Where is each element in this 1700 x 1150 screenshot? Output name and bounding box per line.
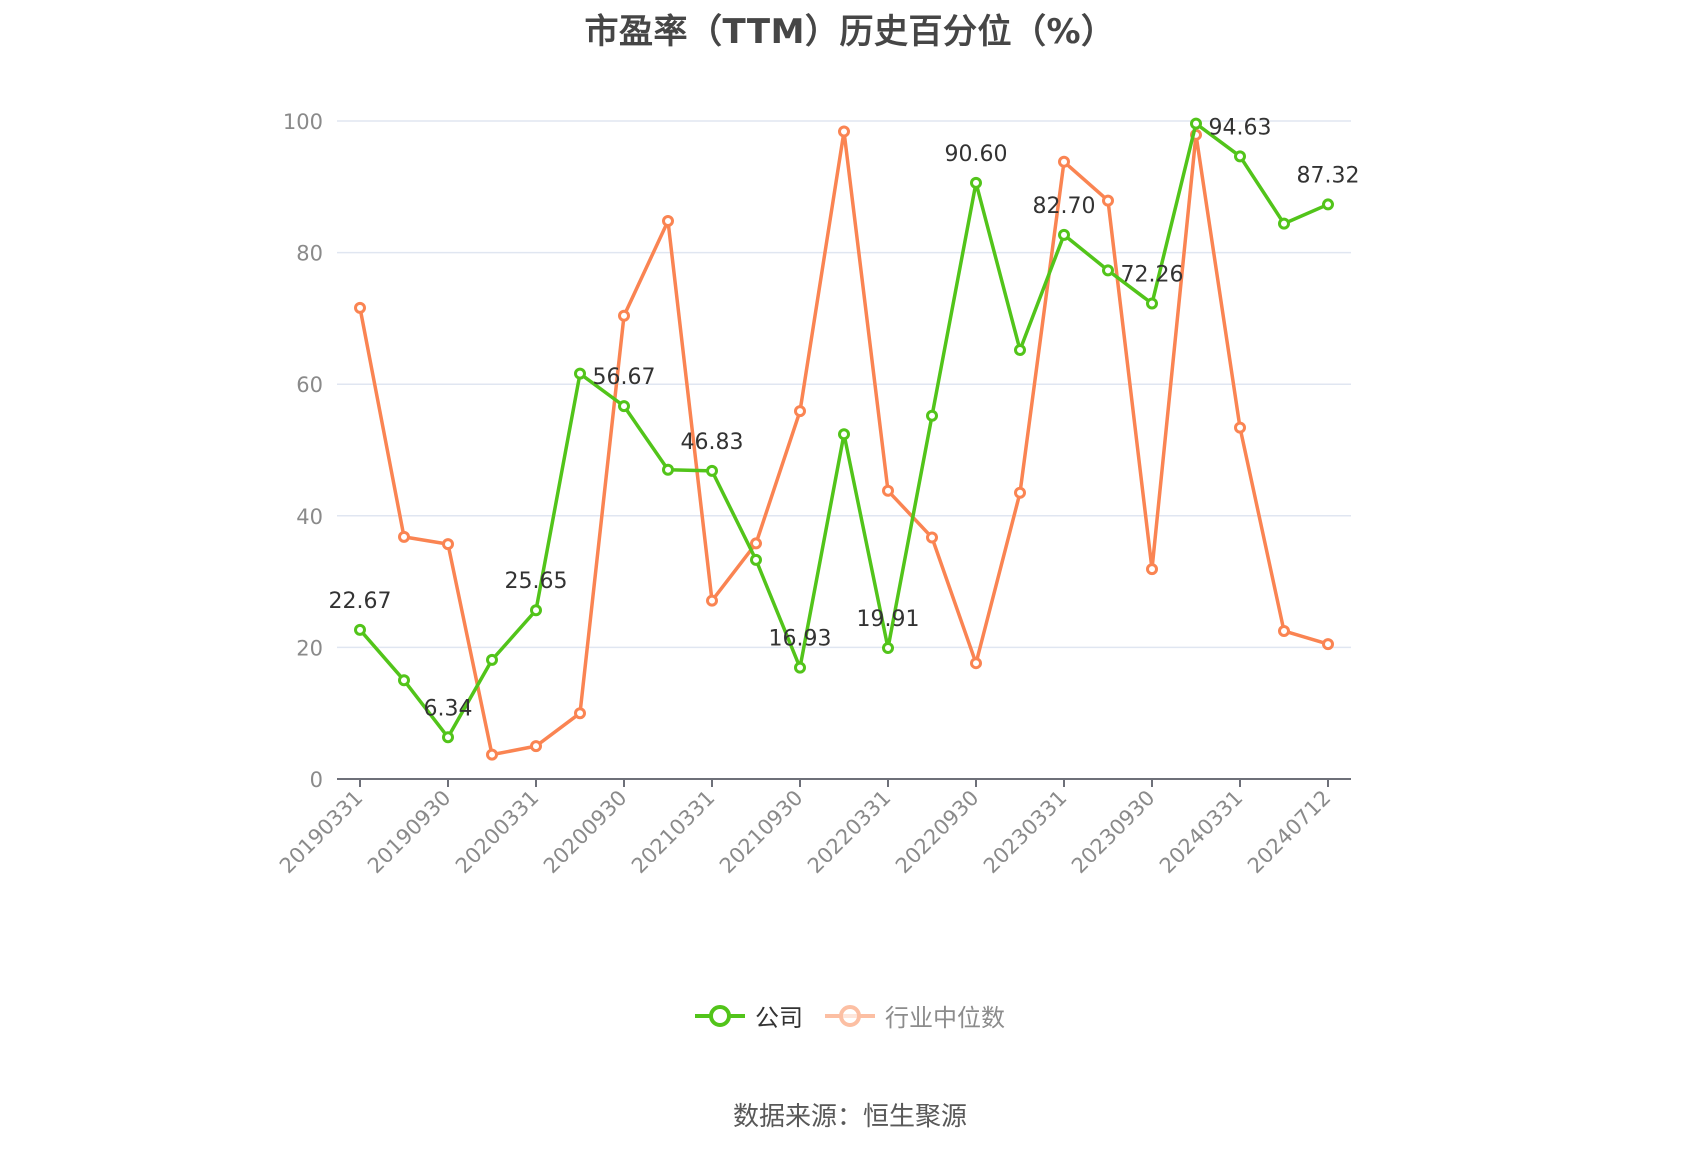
data-point[interactable] xyxy=(398,674,410,687)
data-point[interactable] xyxy=(882,484,894,497)
y-tick-label: 20 xyxy=(296,636,323,660)
x-tick-label: 20220930 xyxy=(891,786,984,879)
data-point[interactable] xyxy=(1102,264,1114,277)
data-label: 94.63 xyxy=(1209,115,1272,140)
data-point[interactable] xyxy=(1102,194,1114,207)
data-source: 数据来源：恒生聚源 xyxy=(732,1102,967,1132)
data-point[interactable] xyxy=(662,215,674,228)
data-point[interactable] xyxy=(970,657,982,670)
legend-item-company[interactable]: 公司 xyxy=(695,998,803,1033)
data-point[interactable] xyxy=(442,538,454,551)
data-point[interactable] xyxy=(1322,638,1334,651)
data-point[interactable] xyxy=(1014,486,1026,499)
data-point[interactable] xyxy=(1234,421,1246,434)
x-tick-label: 20190331 xyxy=(275,786,368,879)
y-tick-label: 80 xyxy=(296,242,323,266)
legend-item-industry[interactable]: 行业中位数 xyxy=(825,998,1005,1033)
data-point[interactable] xyxy=(398,530,410,543)
data-label: 6.34 xyxy=(424,696,473,721)
y-tick-label: 0 xyxy=(310,768,323,792)
data-label: 56.67 xyxy=(593,365,656,390)
data-point[interactable] xyxy=(1322,198,1334,211)
data-point[interactable] xyxy=(970,176,982,189)
data-point[interactable] xyxy=(1278,217,1290,230)
data-point[interactable] xyxy=(750,537,762,550)
data-labels: 22.67 6.34 25.65 56.67 46.83 16.93 19.91 90.60 8… xyxy=(329,115,1360,721)
data-point[interactable] xyxy=(530,604,542,617)
data-point[interactable] xyxy=(1146,297,1158,310)
series-company xyxy=(354,117,1334,744)
data-point[interactable] xyxy=(838,125,850,138)
data-point[interactable] xyxy=(750,553,762,566)
y-tick-label: 100 xyxy=(283,110,323,134)
data-point[interactable] xyxy=(1278,624,1290,637)
x-tick-label: 20210331 xyxy=(627,786,720,879)
y-tick-label: 40 xyxy=(296,505,323,529)
data-point[interactable] xyxy=(354,301,366,314)
x-tick-label: 20240712 xyxy=(1243,786,1336,879)
data-point[interactable] xyxy=(442,731,454,744)
x-tick-label: 20200930 xyxy=(539,786,632,879)
data-label: 16.93 xyxy=(769,627,832,652)
data-label: 72.26 xyxy=(1121,263,1184,288)
data-point[interactable] xyxy=(1058,228,1070,241)
data-point[interactable] xyxy=(1014,343,1026,356)
data-point[interactable] xyxy=(574,367,586,380)
x-tick-label: 20200331 xyxy=(451,786,544,879)
data-label: 46.83 xyxy=(681,430,744,455)
x-tick-label: 20240331 xyxy=(1155,786,1248,879)
chart-title: 市盈率（TTM）历史百分位（%） xyxy=(584,12,1116,52)
data-point[interactable] xyxy=(486,653,498,666)
legend-label-industry: 行业中位数 xyxy=(885,1004,1005,1032)
data-point[interactable] xyxy=(794,661,806,674)
data-point[interactable] xyxy=(618,309,630,322)
line-circle-icon xyxy=(695,1004,745,1027)
data-label: 25.65 xyxy=(505,569,568,594)
data-label: 90.60 xyxy=(945,142,1008,167)
x-tick-label: 20230331 xyxy=(979,786,1072,879)
x-tick-label: 20230930 xyxy=(1067,786,1160,879)
line-circle-icon xyxy=(825,1004,875,1027)
data-point[interactable] xyxy=(662,463,674,476)
y-grid: 0 20 40 60 80 100 xyxy=(283,110,1351,792)
data-point[interactable] xyxy=(618,400,630,413)
data-point[interactable] xyxy=(926,409,938,422)
series-industry xyxy=(354,125,1334,761)
data-label: 82.70 xyxy=(1033,194,1096,219)
data-point[interactable] xyxy=(1234,150,1246,163)
data-point[interactable] xyxy=(354,623,366,636)
x-tick-label: 20190930 xyxy=(363,786,456,879)
data-point[interactable] xyxy=(706,464,718,477)
data-point[interactable] xyxy=(1190,117,1202,130)
x-tick-label: 20220331 xyxy=(803,786,896,879)
data-point[interactable] xyxy=(486,748,498,761)
x-axis: 2019033120190930202003312020093020210331… xyxy=(275,778,1351,879)
x-tick-label: 20210930 xyxy=(715,786,808,879)
data-point[interactable] xyxy=(1146,563,1158,576)
data-point[interactable] xyxy=(530,740,542,753)
y-tick-label: 60 xyxy=(296,373,323,397)
data-label: 87.32 xyxy=(1297,163,1360,188)
data-label: 22.67 xyxy=(329,589,392,614)
data-point[interactable] xyxy=(574,707,586,720)
data-point[interactable] xyxy=(706,594,718,607)
data-label: 19.91 xyxy=(857,607,920,632)
data-point[interactable] xyxy=(1058,155,1070,168)
data-point[interactable] xyxy=(794,405,806,418)
data-point[interactable] xyxy=(882,641,894,654)
legend: 公司 行业中位数 xyxy=(0,998,1700,1033)
legend-label-company: 公司 xyxy=(755,1004,803,1032)
data-point[interactable] xyxy=(926,531,938,544)
data-point[interactable] xyxy=(838,428,850,441)
